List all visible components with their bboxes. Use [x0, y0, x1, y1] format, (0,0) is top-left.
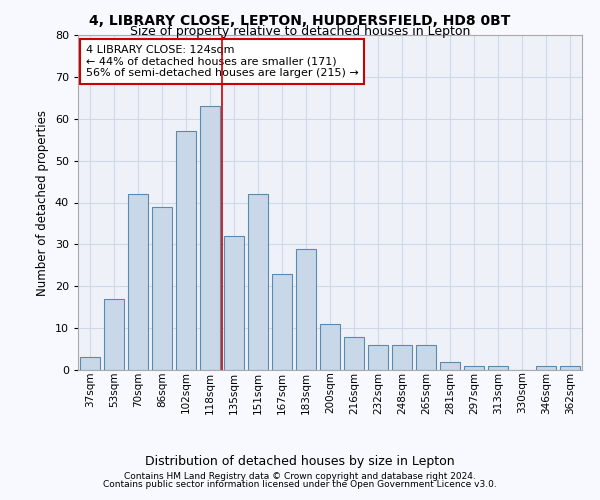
Bar [152, 206, 172, 370]
Bar [560, 366, 580, 370]
Y-axis label: Number of detached properties: Number of detached properties [36, 110, 49, 296]
Bar [224, 236, 244, 370]
Bar [368, 345, 388, 370]
Text: Distribution of detached houses by size in Lepton: Distribution of detached houses by size … [145, 454, 455, 468]
Bar [440, 362, 460, 370]
Bar [200, 106, 220, 370]
Bar [464, 366, 484, 370]
Bar [104, 299, 124, 370]
Text: Contains HM Land Registry data © Crown copyright and database right 2024.: Contains HM Land Registry data © Crown c… [124, 472, 476, 481]
Bar [248, 194, 268, 370]
Bar [80, 358, 100, 370]
Bar [392, 345, 412, 370]
Bar [344, 336, 364, 370]
Bar [536, 366, 556, 370]
Text: 4, LIBRARY CLOSE, LEPTON, HUDDERSFIELD, HD8 0BT: 4, LIBRARY CLOSE, LEPTON, HUDDERSFIELD, … [89, 14, 511, 28]
Text: Contains public sector information licensed under the Open Government Licence v3: Contains public sector information licen… [103, 480, 497, 489]
Text: 4 LIBRARY CLOSE: 124sqm
← 44% of detached houses are smaller (171)
56% of semi-d: 4 LIBRARY CLOSE: 124sqm ← 44% of detache… [86, 45, 358, 78]
Bar [488, 366, 508, 370]
Bar [128, 194, 148, 370]
Bar [296, 248, 316, 370]
Bar [272, 274, 292, 370]
Text: Size of property relative to detached houses in Lepton: Size of property relative to detached ho… [130, 25, 470, 38]
Bar [320, 324, 340, 370]
Bar [416, 345, 436, 370]
Bar [176, 132, 196, 370]
